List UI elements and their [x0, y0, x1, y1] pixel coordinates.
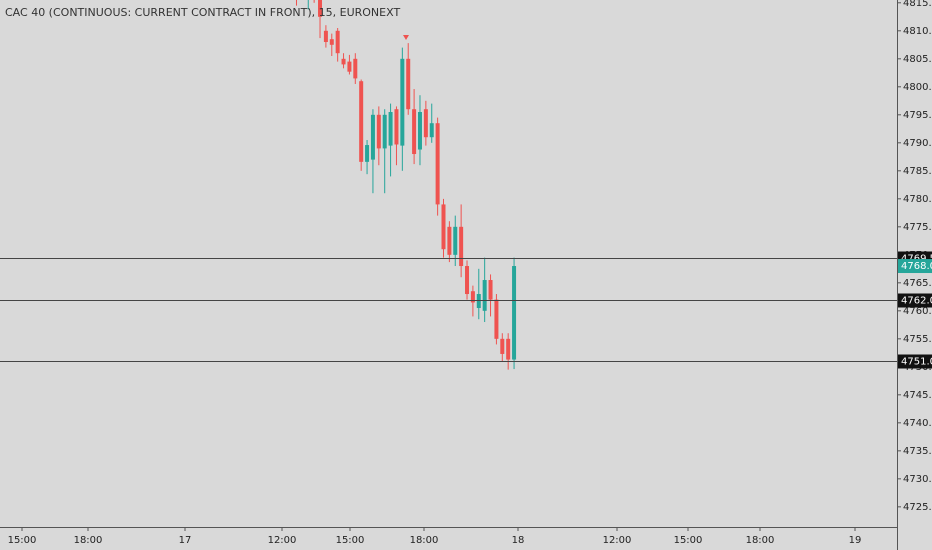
- x-tick-label: 12:00: [603, 535, 632, 546]
- x-tick-label: 17: [179, 535, 192, 546]
- candle-body: [441, 204, 446, 250]
- candle-body: [323, 30, 328, 43]
- candle-body: [376, 114, 381, 149]
- candle-body: [406, 58, 411, 110]
- x-tick-label: 18:00: [74, 535, 103, 546]
- y-tick-label: 4765.0: [903, 278, 932, 289]
- candle-body: [359, 81, 364, 162]
- candle-body: [447, 226, 452, 255]
- candle-body: [512, 266, 517, 360]
- candle-body: [329, 39, 334, 45]
- signal-marker: [403, 35, 409, 40]
- candle-body: [476, 294, 481, 309]
- x-tick-label: 18:00: [410, 535, 439, 546]
- x-tick-label: 15:00: [336, 535, 365, 546]
- y-tick-label: 4780.0: [903, 194, 932, 205]
- last-price-tag: [898, 259, 932, 274]
- y-tick-label: 4745.0: [903, 390, 932, 401]
- candle-body: [423, 109, 428, 138]
- y-tick-label: 4735.0: [903, 446, 932, 457]
- candle-body: [370, 114, 375, 160]
- candle-body: [382, 114, 387, 149]
- candle-body: [347, 61, 352, 72]
- candle-body: [365, 145, 370, 162]
- price-tag: [898, 293, 932, 308]
- x-tick-label: 19: [849, 535, 862, 546]
- candle-body: [482, 280, 487, 311]
- candle-body: [412, 109, 417, 155]
- price-tag-label: 4769.5: [901, 254, 932, 265]
- candle-body: [394, 109, 399, 145]
- y-tick-label: 4725.0: [903, 502, 932, 513]
- x-tick-label: 18:00: [746, 535, 775, 546]
- candle-body: [470, 291, 475, 303]
- chart-title: CAC 40 (CONTINUOUS: CURRENT CONTRACT IN …: [5, 6, 400, 19]
- y-tick-label: 4755.0: [903, 334, 932, 345]
- y-tick-label: 4740.0: [903, 418, 932, 429]
- candle-body: [429, 123, 434, 138]
- candle-body: [465, 266, 470, 295]
- candle-body: [341, 58, 346, 65]
- price-tag: [898, 354, 932, 369]
- last-price-label: 4768.0: [901, 261, 932, 272]
- y-tick-label: 4790.0: [903, 138, 932, 149]
- candle-body: [453, 226, 458, 255]
- y-tick-label: 4815.0: [903, 0, 932, 9]
- candle-body: [417, 112, 422, 150]
- candle-body: [318, 0, 323, 17]
- candle-body: [494, 299, 499, 339]
- candle-body: [506, 338, 511, 360]
- candle-body: [500, 338, 505, 354]
- y-tick-label: 4805.0: [903, 54, 932, 65]
- y-tick-label: 4785.0: [903, 166, 932, 177]
- candle-body: [459, 226, 464, 267]
- candle-body: [488, 280, 493, 300]
- plot-area: [296, 0, 517, 370]
- price-tag-label: 4762.0: [901, 296, 932, 307]
- y-tick-label: 4795.0: [903, 110, 932, 121]
- y-tick-label: 4810.0: [903, 26, 932, 37]
- price-tag-label: 4751.0: [901, 357, 932, 368]
- x-tick-label: 15:00: [8, 535, 37, 546]
- y-tick-label: 4730.0: [903, 474, 932, 485]
- x-tick-label: 18: [512, 535, 525, 546]
- y-tick-label: 4775.0: [903, 222, 932, 233]
- candle-body: [435, 123, 440, 205]
- candle-body: [353, 58, 358, 79]
- y-tick-label: 4800.0: [903, 82, 932, 93]
- candle-body: [400, 58, 405, 146]
- x-tick-label: 15:00: [674, 535, 703, 546]
- candle-body: [335, 30, 340, 54]
- y-tick-label: 4760.0: [903, 306, 932, 317]
- x-tick-label: 12:00: [268, 535, 297, 546]
- candle-body: [388, 112, 393, 146]
